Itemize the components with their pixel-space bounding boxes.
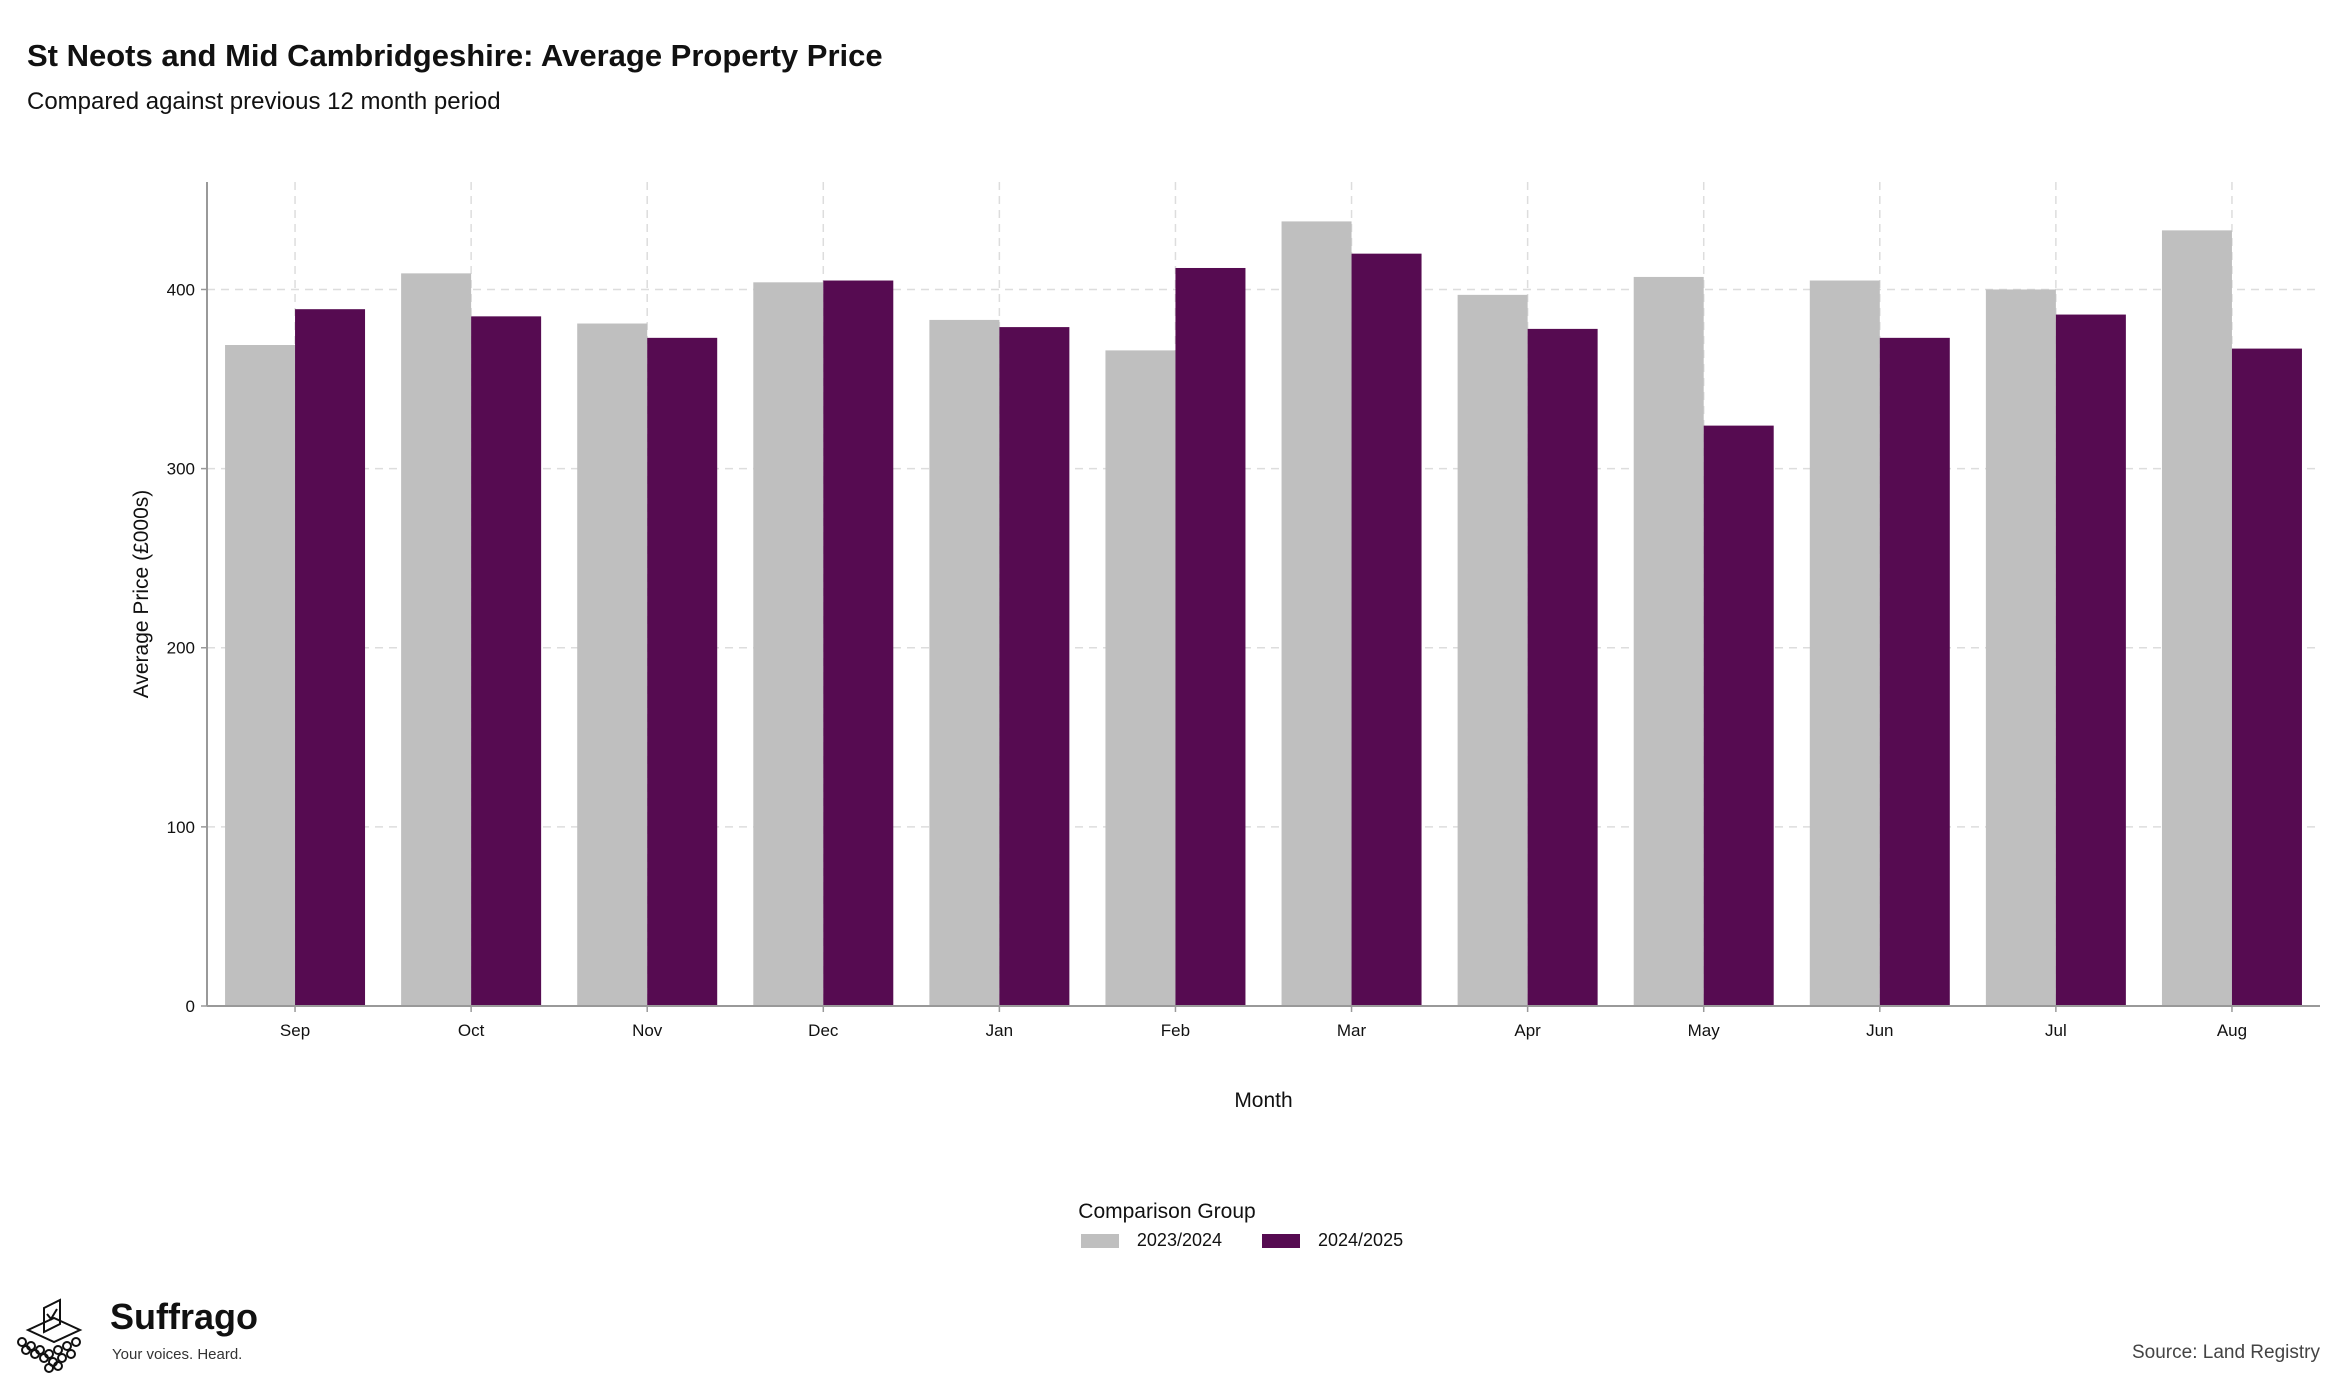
bar-2023-2024-nov <box>577 323 648 1006</box>
bar-2024-2025-nov <box>647 337 718 1006</box>
bar-2024-2025-dec <box>823 280 894 1006</box>
x-tick-label: Jan <box>986 1021 1013 1040</box>
bar-2023-2024-oct <box>401 273 472 1006</box>
bar-2023-2024-jun <box>1809 280 1880 1006</box>
bar-2024-2025-sep <box>295 309 366 1006</box>
x-tick-label: Feb <box>1161 1021 1190 1040</box>
bar-2023-2024-dec <box>753 282 824 1006</box>
bar-chart: 0 100 200 300 400 Sep Oct Nov Dec Jan Feb Mar Apr May… <box>130 182 2320 1112</box>
bar-2024-2025-may <box>1703 425 1774 1006</box>
x-tick-label: Nov <box>632 1021 663 1040</box>
bar-2024-2025-jun <box>1879 337 1950 1006</box>
bar-2023-2024-jan <box>929 319 1000 1006</box>
bar-2024-2025-jan <box>999 327 1070 1006</box>
y-tick-label: 300 <box>167 460 195 479</box>
bar-2024-2025-jul <box>2055 314 2126 1006</box>
bar-2023-2024-apr <box>1457 294 1528 1006</box>
brand-name: Suffrago <box>110 1296 258 1337</box>
bar-2024-2025-apr <box>1527 328 1598 1006</box>
bar-2024-2025-mar <box>1351 253 1422 1007</box>
bar-2023-2024-feb <box>1105 350 1176 1007</box>
chart-subtitle: Compared against previous 12 month perio… <box>27 88 501 115</box>
x-tick-label: Jun <box>1866 1021 1893 1040</box>
y-tick-label: 400 <box>167 280 195 299</box>
x-tick-label: Mar <box>1337 1021 1367 1040</box>
bar-2024-2025-aug <box>2231 348 2302 1006</box>
legend-item-2024-2025: 2024/2025 <box>1262 1230 1403 1251</box>
legend-swatch-2024-2025 <box>1262 1233 1300 1248</box>
x-tick-label: Oct <box>458 1021 485 1040</box>
y-tick-label: 0 <box>186 997 195 1016</box>
x-tick-label: Aug <box>2217 1021 2247 1040</box>
chart-title: St Neots and Mid Cambridgeshire: Average… <box>27 38 883 73</box>
x-axis-title: Month <box>1234 1089 1292 1112</box>
x-tick-label: Sep <box>280 1021 310 1040</box>
bar-2024-2025-oct <box>471 316 542 1006</box>
x-tick-label: Jul <box>2045 1021 2067 1040</box>
brand-tagline: Your voices. Heard. <box>112 1346 243 1363</box>
x-tick-label: Apr <box>1514 1021 1541 1040</box>
legend-label-2023-2024: 2023/2024 <box>1136 1230 1222 1250</box>
source-note: Source: Land Registry <box>2132 1342 2320 1363</box>
bar-2023-2024-sep <box>225 345 296 1007</box>
y-axis-title: Average Price (£000s) <box>130 490 153 699</box>
y-tick-label: 200 <box>167 639 195 658</box>
legend-item-2023-2024: 2023/2024 <box>1080 1230 1222 1251</box>
x-tick-label: May <box>1688 1021 1721 1040</box>
legend-swatch-2023-2024 <box>1080 1233 1119 1248</box>
suffrago-logo: Suffrago Your voices. Heard. <box>14 1290 274 1380</box>
bar-2024-2025-feb <box>1175 267 1246 1006</box>
ballot-box-icon <box>17 1298 83 1373</box>
bar-2023-2024-may <box>1633 276 1704 1007</box>
x-tick-label: Dec <box>808 1021 839 1040</box>
y-tick-label: 100 <box>167 818 195 837</box>
bar-2023-2024-aug <box>2161 230 2232 1006</box>
bar-2023-2024-mar <box>1281 221 1352 1006</box>
bar-2023-2024-jul <box>1985 289 2056 1006</box>
legend: Comparison Group 2023/2024 2024/2025 <box>0 1200 2334 1251</box>
legend-title: Comparison Group <box>1078 1200 1256 1223</box>
legend-label-2024-2025: 2024/2025 <box>1318 1230 1404 1250</box>
